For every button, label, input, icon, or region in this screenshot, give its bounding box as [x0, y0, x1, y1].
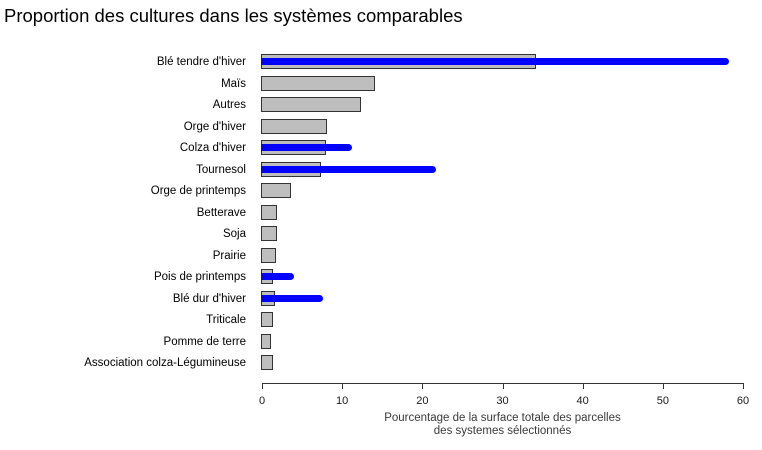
x-axis-tick [342, 383, 344, 389]
bar-gray [261, 226, 278, 241]
bar-blue [261, 165, 437, 173]
category-label: Association colza-Légumineuse [84, 357, 246, 369]
category-label: Pomme de terre [163, 335, 246, 348]
bar-blue [261, 294, 324, 302]
bar-gray [261, 333, 272, 349]
bar-gray [261, 312, 273, 327]
category-label: Autres [212, 99, 246, 111]
x-axis-tick [582, 383, 584, 389]
category-label: Prairie [212, 249, 246, 262]
bar-gray [261, 97, 361, 112]
x-axis-tick-label: 0 [258, 395, 266, 407]
x-axis-tick [262, 383, 263, 389]
x-axis-caption-line1: Pourcentage de la surface totale des par… [384, 412, 621, 424]
bar-blue [261, 144, 353, 151]
bar-gray [261, 355, 273, 370]
bar-gray [261, 75, 376, 91]
x-axis-tick-label: 50 [656, 395, 669, 407]
x-axis-tick-label: 20 [416, 395, 429, 407]
bar-gray [261, 204, 278, 220]
x-axis-tick-label: 40 [576, 395, 589, 407]
x-axis-caption-line2: des systemes sélectionnés [433, 425, 572, 437]
x-axis-tick [662, 383, 664, 389]
chart-title: Proportion des cultures dans les système… [4, 5, 463, 26]
bar-gray [261, 247, 276, 263]
category-label: Triticale [206, 314, 246, 326]
category-label: Pois de printemps [153, 271, 246, 283]
category-label: Orge de printemps [150, 185, 246, 197]
category-label: Blé tendre d'hiver [156, 56, 246, 68]
category-label: Soja [222, 228, 246, 240]
category-label: Blé dur d'hiver [172, 292, 246, 305]
bar-gray [261, 118, 328, 134]
x-axis-tick-label: 60 [736, 395, 750, 407]
category-label: Maïs [221, 77, 246, 90]
x-axis-tick-label: 10 [336, 395, 349, 407]
x-axis-tick-label: 30 [496, 395, 509, 407]
x-axis-tick [743, 383, 745, 389]
bar-blue [261, 58, 729, 65]
category-label: Tournesol [196, 163, 246, 176]
x-axis-tick [422, 383, 424, 389]
bar-blue [261, 273, 294, 280]
category-label: Orge d'hiver [183, 120, 246, 133]
x-axis-tick [502, 383, 504, 389]
category-label: Colza d'hiver [179, 142, 246, 154]
bar-gray [261, 183, 292, 198]
category-label: Betterave [196, 206, 246, 219]
